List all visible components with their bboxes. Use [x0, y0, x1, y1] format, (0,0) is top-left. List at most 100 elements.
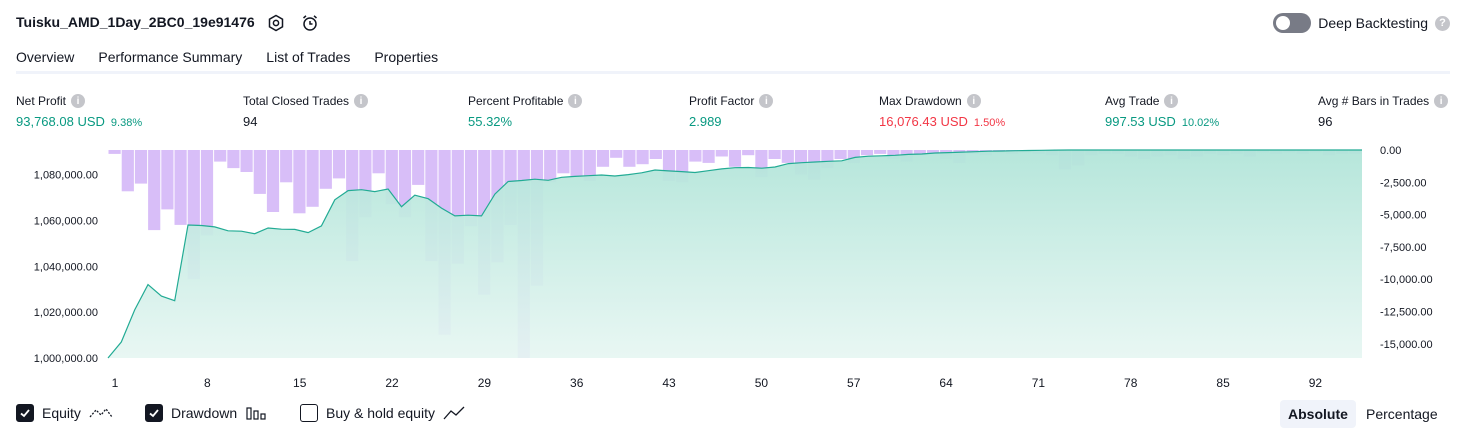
metric-percent: 10.02% [1181, 117, 1220, 129]
drawdown-bar [412, 150, 425, 185]
drawdown-bar [926, 150, 940, 154]
legend-drawdown[interactable]: Drawdown [145, 404, 267, 422]
drawdown-bar [636, 150, 649, 165]
legend-label: Drawdown [171, 405, 238, 421]
help-icon[interactable]: i [354, 94, 369, 108]
report-tabs: Overview Performance Summary List of Tra… [16, 46, 438, 74]
drawdown-checkbox[interactable] [145, 404, 163, 422]
x-tick-label: 1 [112, 376, 119, 390]
metric-percent-profitable: Percent Profitable i 55.32% [468, 93, 583, 129]
x-tick-label: 15 [293, 376, 307, 390]
drawdown-bar [583, 150, 596, 181]
metric-value: 997.53 USD [1105, 114, 1176, 129]
equity-line [107, 149, 1362, 359]
x-tick-label: 64 [939, 376, 953, 390]
metric-avg-trade: Avg Trade i 997.53 USD 10.02% [1105, 93, 1219, 129]
metric-value: 2.989 [689, 114, 722, 129]
drawdown-bar [227, 150, 240, 169]
metric-label: Avg # Bars in Trades [1318, 94, 1430, 108]
drawdown-bar [913, 150, 926, 156]
deep-backtesting-toggle[interactable] [1273, 13, 1312, 33]
tab-list-of-trades[interactable]: List of Trades [266, 49, 351, 65]
legend-label: Equity [42, 405, 81, 421]
absolute-button[interactable]: Absolute [1280, 400, 1356, 428]
check-icon [149, 409, 159, 418]
metric-label: Profit Factor [689, 94, 755, 108]
tab-overview[interactable]: Overview [16, 46, 75, 74]
x-tick-label: 50 [755, 376, 769, 390]
help-icon[interactable]: i [1434, 94, 1449, 108]
drawdown-bars-icon [246, 407, 266, 420]
metric-value: 16,076.43 USD [879, 114, 968, 129]
drawdown-bar [781, 150, 794, 163]
help-icon[interactable]: i [71, 94, 86, 108]
metric-label: Avg Trade [1105, 94, 1160, 108]
drawdown-bar [161, 150, 174, 210]
drawdown-bar [715, 150, 728, 157]
tab-properties[interactable]: Properties [374, 49, 439, 65]
x-tick-label: 57 [847, 376, 861, 390]
drawdown-bar [887, 150, 900, 159]
metric-label: Total Closed Trades [243, 94, 350, 108]
drawdown-bar [570, 150, 583, 178]
tab-performance-summary[interactable]: Performance Summary [98, 49, 243, 65]
percentage-button[interactable]: Percentage [1366, 406, 1438, 422]
drawdown-bar [623, 150, 636, 167]
legend-buy-hold-equity[interactable]: Buy & hold equity [300, 404, 465, 422]
drawdown-bar [372, 150, 385, 174]
help-icon[interactable]: i [759, 94, 774, 108]
metric-value: 55.32% [468, 114, 513, 129]
x-tick-label: 78 [1124, 376, 1138, 390]
drawdown-bar [834, 150, 847, 159]
drawdown-bar [108, 150, 121, 154]
drawdown-bar [768, 150, 781, 159]
equity-drawdown-chart[interactable]: 1,080,000.00 1,060,000.00 1,040,000.00 1,02… [0, 138, 1466, 396]
drawdown-bar [266, 150, 280, 212]
report-header: Tuisku_AMD_1Day_2BC0_19e91476 Deep Backt… [0, 0, 1466, 46]
x-tick-label: 36 [570, 376, 584, 390]
drawdown-bar [689, 150, 702, 162]
metric-avg-bars-in-trades: Avg # Bars in Trades i 96 [1318, 93, 1449, 129]
right-tick-label: 0.00 [1380, 145, 1401, 157]
legend-label: Buy & hold equity [326, 405, 435, 421]
x-tick-label: 92 [1309, 376, 1323, 390]
drawdown-bar [742, 150, 755, 156]
x-tick-label: 8 [204, 376, 211, 390]
metric-total-closed-trades: Total Closed Trades i 94 [243, 93, 369, 129]
equity-checkbox[interactable] [16, 404, 34, 422]
help-icon[interactable]: i [568, 94, 583, 108]
left-tick-label: 1,000,000.00 [34, 353, 98, 365]
metric-max-drawdown: Max Drawdown i 16,076.43 USD 1.50% [879, 93, 1005, 129]
right-tick-label: -15,000.00 [1380, 339, 1433, 351]
drawdown-bar [174, 150, 187, 225]
x-tick-label: 29 [478, 376, 492, 390]
equity-line-icon [89, 407, 113, 418]
tabs-divider [16, 71, 1450, 74]
drawdown-bar [280, 150, 293, 183]
x-tick-label: 43 [662, 376, 676, 390]
help-icon[interactable]: ? [1435, 15, 1450, 31]
left-axis: 1,080,000.00 1,060,000.00 1,040,000.00 1,02… [34, 170, 98, 365]
help-icon[interactable]: i [966, 94, 981, 108]
drawdown-bar [874, 150, 887, 154]
metric-profit-factor: Profit Factor i 2.989 [689, 93, 774, 129]
right-tick-label: -2,500.00 [1380, 177, 1426, 189]
drawdown-bar [544, 150, 557, 183]
metric-percent: 9.38% [110, 117, 143, 129]
x-tick-label: 85 [1216, 376, 1230, 390]
left-tick-label: 1,020,000.00 [34, 307, 98, 319]
buy-hold-checkbox[interactable] [300, 404, 318, 422]
drawdown-bar [332, 150, 346, 179]
settings-icon[interactable] [266, 13, 286, 33]
help-icon[interactable]: i [1164, 94, 1179, 108]
chart-footer: Equity Drawdown Buy & hold equity Absolu… [0, 398, 1466, 432]
drawdown-bar [134, 150, 148, 184]
right-axis: 0.00 -2,500.00 -5,000.00 -7,500.00 -10,000.0… [1380, 145, 1433, 351]
right-tick-label: -7,500.00 [1380, 242, 1426, 254]
x-tick-label: 22 [385, 376, 399, 390]
legend-equity[interactable]: Equity [16, 404, 113, 422]
left-tick-label: 1,080,000.00 [34, 170, 98, 182]
drawdown-bar [610, 150, 623, 158]
alarm-clock-icon[interactable] [300, 13, 320, 33]
drawdown-bar [860, 150, 874, 156]
